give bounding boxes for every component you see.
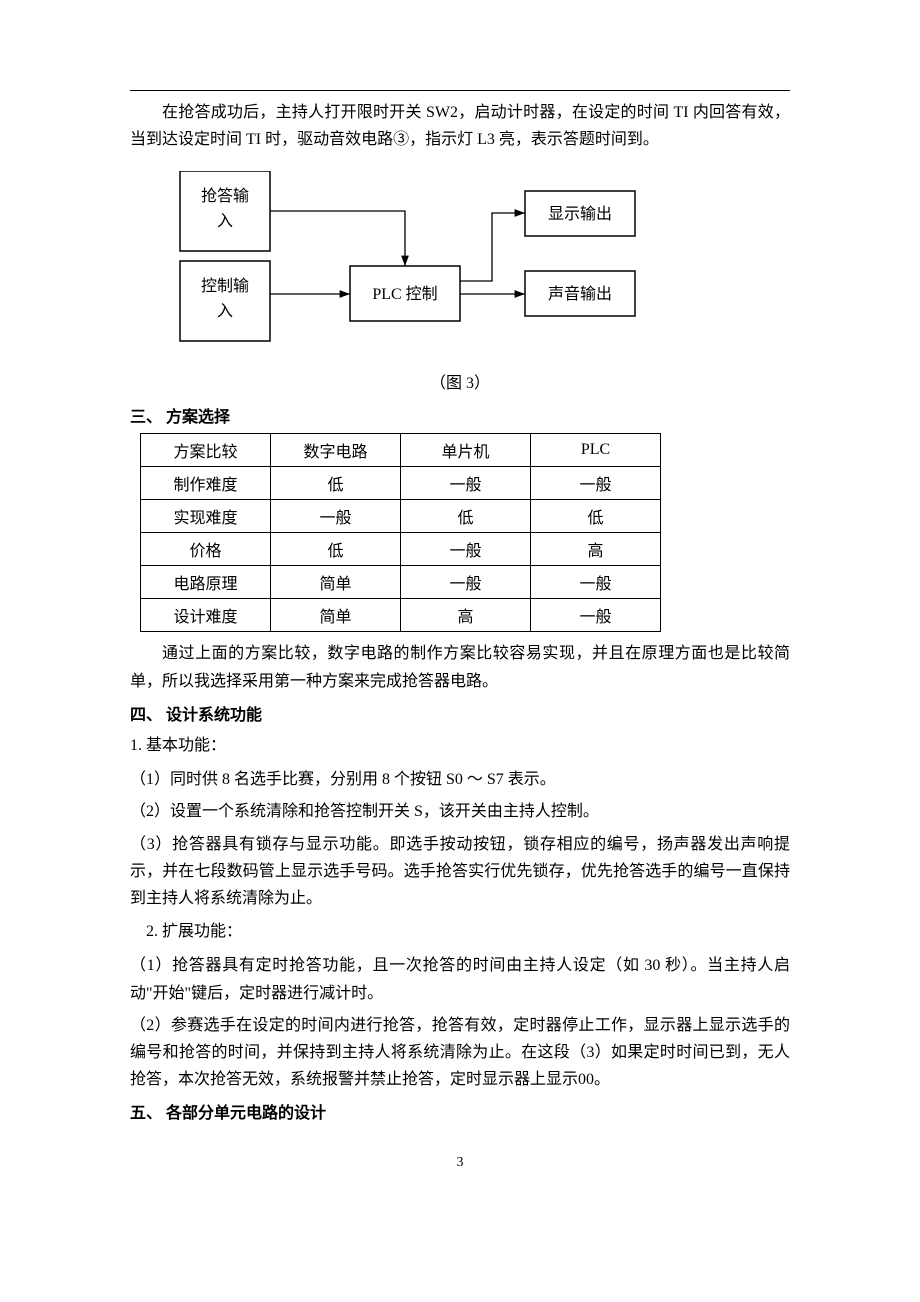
section5-heading: 五、 各部分单元电路的设计 [130, 1099, 790, 1123]
table-cell: 实现难度 [141, 500, 271, 533]
basic-func-label: 1. 基本功能： [130, 731, 790, 761]
table-cell: 简单 [271, 566, 401, 599]
table-cell: 低 [271, 467, 401, 500]
table-row: 电路原理简单一般一般 [141, 566, 661, 599]
svg-text:声音输出: 声音输出 [548, 285, 612, 303]
table-cell: 一般 [271, 500, 401, 533]
diagram-caption: （图 3） [130, 369, 790, 393]
top-rule [130, 90, 790, 91]
basic-item-3: （3）抢答器具有锁存与显示功能。即选手按动按钮，锁存相应的编号，扬声器发出声响提… [130, 831, 790, 913]
ext-item-1: （1）抢答器具有定时抢答功能，且一次抢答的时间由主持人设定（如 30 秒）。当主… [130, 952, 790, 1006]
table-cell: 制作难度 [141, 467, 271, 500]
table-cell: 简单 [271, 599, 401, 632]
table-cell: 价格 [141, 533, 271, 566]
table-cell: 电路原理 [141, 566, 271, 599]
section3-conclusion: 通过上面的方案比较，数字电路的制作方案比较容易实现，并且在原理方面也是比较简单，… [130, 640, 790, 694]
table-row: 价格低一般高 [141, 533, 661, 566]
table-cell: 一般 [531, 467, 661, 500]
table-cell: 低 [271, 533, 401, 566]
table-cell: 单片机 [401, 434, 531, 467]
basic-item-1: （1）同时供 8 名选手比赛，分别用 8 个按钮 S0 ～ S7 表示。 [130, 766, 790, 793]
section3-heading: 三、 方案选择 [130, 403, 790, 427]
table-row: 实现难度一般低低 [141, 500, 661, 533]
table-row: 设计难度简单高一般 [141, 599, 661, 632]
table-cell: 一般 [401, 533, 531, 566]
block-diagram: 抢答输 入 控制输 入 PLC 控制 显示输出 声音输出 [170, 171, 790, 351]
table-row: 制作难度低一般一般 [141, 467, 661, 500]
page-number: 3 [0, 1155, 920, 1171]
svg-text:PLC 控制: PLC 控制 [372, 285, 437, 303]
table-cell: 高 [401, 599, 531, 632]
svg-text:抢答输: 抢答输 [201, 187, 249, 205]
ext-func-label: 2. 扩展功能： [130, 917, 790, 947]
diagram-svg: 抢答输 入 控制输 入 PLC 控制 显示输出 声音输出 [170, 171, 650, 351]
table-cell: 低 [531, 500, 661, 533]
comparison-table: 方案比较数字电路单片机PLC制作难度低一般一般实现难度一般低低价格低一般高电路原… [140, 433, 661, 632]
svg-text:显示输出: 显示输出 [548, 205, 612, 223]
svg-text:入: 入 [217, 213, 233, 230]
svg-text:入: 入 [217, 303, 233, 320]
intro-paragraph: 在抢答成功后，主持人打开限时开关 SW2，启动计时器，在设定的时间 TI 内回答… [130, 99, 790, 153]
table-cell: 一般 [531, 599, 661, 632]
table-cell: 数字电路 [271, 434, 401, 467]
table-cell: 方案比较 [141, 434, 271, 467]
table-cell: 一般 [531, 566, 661, 599]
svg-text:控制输: 控制输 [201, 277, 249, 295]
table-cell: 低 [401, 500, 531, 533]
table-cell: PLC [531, 434, 661, 467]
basic-item-2: （2）设置一个系统清除和抢答控制开关 S，该开关由主持人控制。 [130, 798, 790, 825]
table-cell: 一般 [401, 566, 531, 599]
table-cell: 一般 [401, 467, 531, 500]
table-cell: 高 [531, 533, 661, 566]
table-cell: 设计难度 [141, 599, 271, 632]
section4-heading: 四、 设计系统功能 [130, 701, 790, 725]
ext-item-2: （2）参赛选手在设定的时间内进行抢答，抢答有效，定时器停止工作，显示器上显示选手… [130, 1012, 790, 1094]
table-row: 方案比较数字电路单片机PLC [141, 434, 661, 467]
page: 在抢答成功后，主持人打开限时开关 SW2，启动计时器，在设定的时间 TI 内回答… [0, 0, 920, 1189]
